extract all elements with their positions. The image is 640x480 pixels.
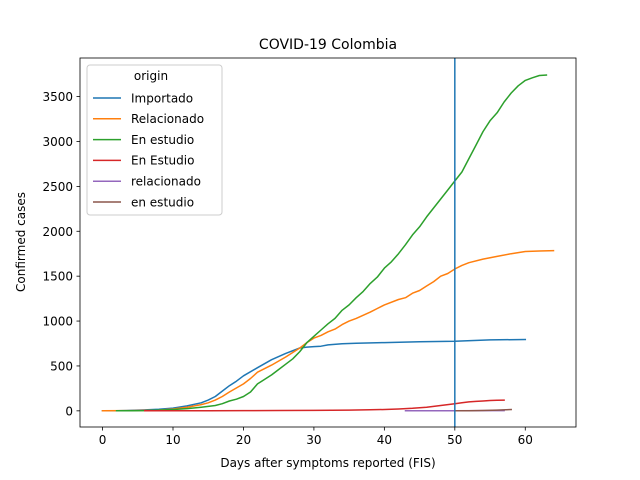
y-tick-label: 3000 (42, 135, 73, 149)
x-tick-label: 30 (306, 433, 321, 447)
y-tick-label: 500 (50, 359, 73, 373)
y-axis: 0 500 1000 1500 2000 2500 3000 3500 (42, 90, 80, 418)
legend-label-2: En estudio (131, 133, 194, 147)
legend-label-5: en estudio (131, 195, 194, 209)
y-tick-label: 3500 (42, 90, 73, 104)
chart-title: COVID-19 Colombia (259, 37, 397, 53)
x-tick-label: 20 (236, 433, 251, 447)
legend-frame (86, 64, 223, 216)
series-line-0 (101, 338, 527, 412)
y-tick-label: 1500 (42, 270, 73, 284)
series-line-1 (101, 249, 555, 412)
series-line-5 (454, 408, 512, 412)
plot-frame (79, 57, 577, 428)
y-axis-label: Confirmed cases (14, 192, 28, 292)
series-line-2 (115, 74, 548, 412)
legend-label-0: Importado (131, 91, 193, 105)
legend: origin Importado Relacionado En estudio En … (86, 64, 223, 216)
x-tick-label: 60 (518, 433, 533, 447)
x-axis-label: Days after symptoms reported (FIS) (220, 456, 435, 470)
x-tick-label: 50 (447, 433, 462, 447)
x-tick-label: 0 (99, 433, 107, 447)
legend-label-3: En Estudio (131, 154, 194, 168)
y-tick-label: 2000 (42, 225, 73, 239)
x-tick-label: 10 (165, 433, 180, 447)
series-layer (101, 74, 555, 412)
y-tick-label: 1000 (42, 315, 73, 329)
legend-label-4: relacionado (131, 175, 201, 189)
x-tick-label: 40 (377, 433, 392, 447)
y-tick-label: 0 (65, 404, 73, 418)
y-tick-label: 2500 (42, 180, 73, 194)
legend-label-1: Relacionado (131, 112, 204, 126)
legend-title: origin (134, 69, 168, 83)
x-axis: 0 10 20 30 40 50 60 (99, 427, 533, 447)
series-line-3 (144, 399, 505, 412)
